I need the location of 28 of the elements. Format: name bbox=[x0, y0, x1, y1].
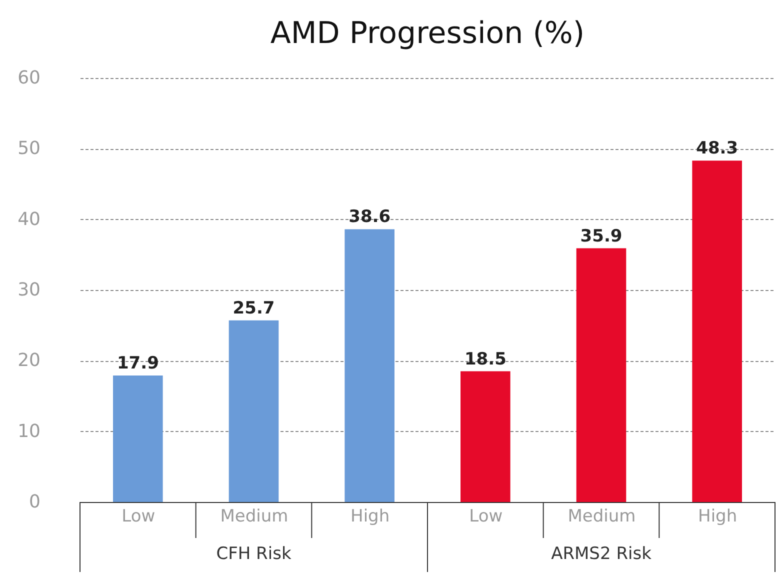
y-tick-label: 30 bbox=[18, 280, 40, 300]
y-tick-label: 50 bbox=[18, 138, 40, 160]
bar bbox=[228, 320, 279, 502]
y-tick-label: 60 bbox=[18, 68, 40, 88]
bar bbox=[460, 371, 510, 502]
x-tick-label: Medium bbox=[568, 506, 636, 526]
data-label: 38.6 bbox=[348, 207, 391, 228]
x-tick-label: Low bbox=[122, 506, 156, 526]
data-label: 35.9 bbox=[580, 226, 622, 246]
y-tick-label: 20 bbox=[18, 350, 40, 372]
bar bbox=[692, 160, 742, 502]
bar bbox=[113, 376, 163, 502]
data-label: 48.3 bbox=[696, 138, 738, 159]
data-label: 17.9 bbox=[116, 354, 159, 374]
y-tick-label: 40 bbox=[18, 208, 40, 230]
bar bbox=[576, 248, 626, 502]
text: ARMS2 Risk bbox=[551, 544, 652, 564]
x-tick-label: High bbox=[698, 506, 738, 526]
data-label: 25.7 bbox=[232, 298, 275, 318]
text: CFH Risk bbox=[216, 544, 292, 564]
x-tick-label: Low bbox=[469, 506, 503, 526]
y-tick-label: 0 bbox=[29, 492, 40, 512]
bar bbox=[344, 229, 394, 502]
y-tick-label: 10 bbox=[18, 420, 40, 442]
chart-title: AMD Progression (%) bbox=[270, 16, 585, 51]
x-tick-label: High bbox=[350, 506, 390, 526]
x-tick-label: Medium bbox=[220, 506, 288, 526]
data-label: 18.5 bbox=[464, 349, 506, 370]
